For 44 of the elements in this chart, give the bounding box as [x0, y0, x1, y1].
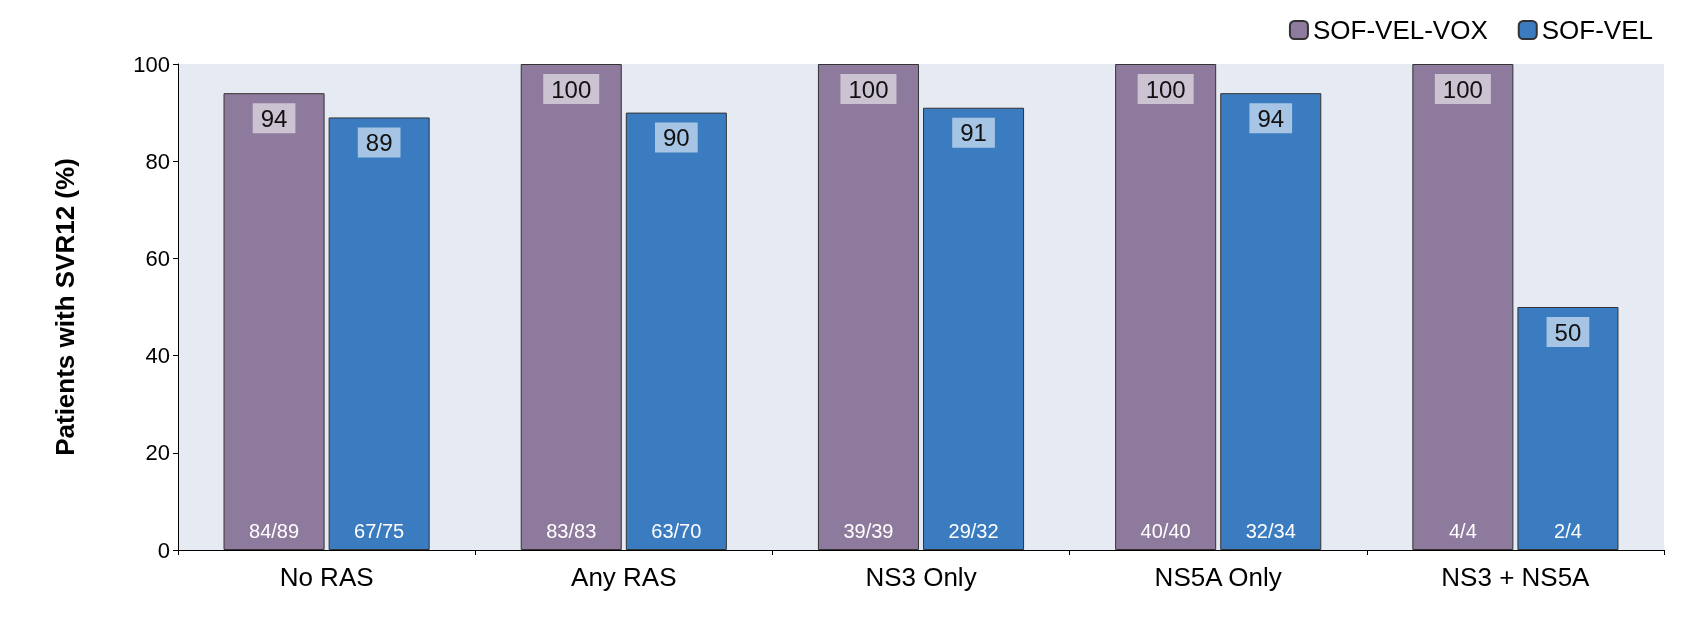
y-tick-label: 0 — [157, 537, 170, 563]
data-label: 90 — [662, 124, 690, 152]
y-tick-label: 60 — [145, 245, 170, 271]
bar — [520, 64, 622, 550]
bar — [1517, 307, 1619, 550]
data-label: 91 — [960, 119, 987, 147]
annotation: 63/70 — [651, 519, 702, 542]
data-label: 50 — [1554, 318, 1582, 346]
y-tick-label: 40 — [145, 343, 170, 369]
annotation: 32/34 — [1245, 519, 1296, 542]
y-tick-label: 80 — [145, 148, 170, 174]
data-label: 100 — [1145, 75, 1186, 103]
annotation: 83/83 — [546, 519, 597, 542]
data-label: 89 — [365, 128, 393, 156]
bar — [223, 93, 325, 550]
annotation: 67/75 — [354, 519, 405, 542]
legend-label: SOF-VEL — [1541, 15, 1653, 45]
data-label: 100 — [1442, 75, 1483, 103]
bar — [1412, 64, 1514, 550]
y-axis-title: Patients with SVR12 (%) — [50, 158, 80, 456]
bar — [625, 112, 727, 550]
x-tick-label: No RAS — [279, 562, 374, 592]
data-label: 100 — [848, 75, 889, 103]
x-tick-label: NS5A Only — [1154, 562, 1282, 592]
bar — [817, 64, 919, 550]
annotation: 29/32 — [948, 519, 999, 542]
annotation: 84/89 — [249, 519, 300, 542]
annotation: 39/39 — [843, 519, 894, 542]
x-tick-label: NS3 Only — [865, 562, 977, 592]
x-tick-label: Any RAS — [571, 562, 677, 592]
annotation: 40/40 — [1140, 519, 1191, 542]
y-tick-label: 20 — [145, 440, 170, 466]
bar — [1115, 64, 1217, 550]
annotation: 2/4 — [1554, 519, 1582, 542]
data-label: 100 — [551, 75, 592, 103]
data-label: 94 — [1257, 104, 1285, 132]
y-tick-label: 100 — [133, 51, 170, 77]
bar — [328, 117, 430, 550]
bar — [1220, 93, 1322, 550]
data-label: 94 — [260, 104, 288, 132]
legend-label: SOF-VEL-VOX — [1312, 15, 1488, 45]
x-tick-label: NS3 + NS5A — [1441, 562, 1591, 592]
bar — [923, 107, 1025, 550]
annotation: 4/4 — [1448, 519, 1477, 542]
